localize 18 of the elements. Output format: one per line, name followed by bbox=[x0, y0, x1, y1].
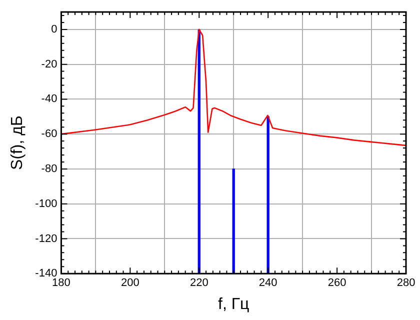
y-tick-label: -40 bbox=[41, 93, 58, 106]
x-tick-label: 200 bbox=[120, 277, 140, 290]
y-tick-label: -100 bbox=[35, 198, 58, 210]
x-tick-label: 180 bbox=[52, 277, 70, 290]
x-axis-title: f, Гц bbox=[218, 296, 250, 313]
y-tick-label: -80 bbox=[41, 162, 58, 175]
y-tick-label: -20 bbox=[41, 58, 58, 70]
y-tick-label: 0 bbox=[51, 23, 58, 36]
x-tick-label: 260 bbox=[328, 277, 346, 290]
bar bbox=[266, 116, 270, 274]
y-tick-label: -60 bbox=[41, 128, 58, 140]
bar bbox=[232, 168, 235, 274]
x-tick-label: 240 bbox=[258, 277, 278, 290]
bar bbox=[198, 30, 200, 274]
x-tick-label: 280 bbox=[396, 277, 416, 290]
y-tick-label: -120 bbox=[35, 232, 58, 245]
y-axis-title: S(f), дБ bbox=[9, 116, 26, 170]
x-tick-label: 220 bbox=[190, 277, 208, 290]
